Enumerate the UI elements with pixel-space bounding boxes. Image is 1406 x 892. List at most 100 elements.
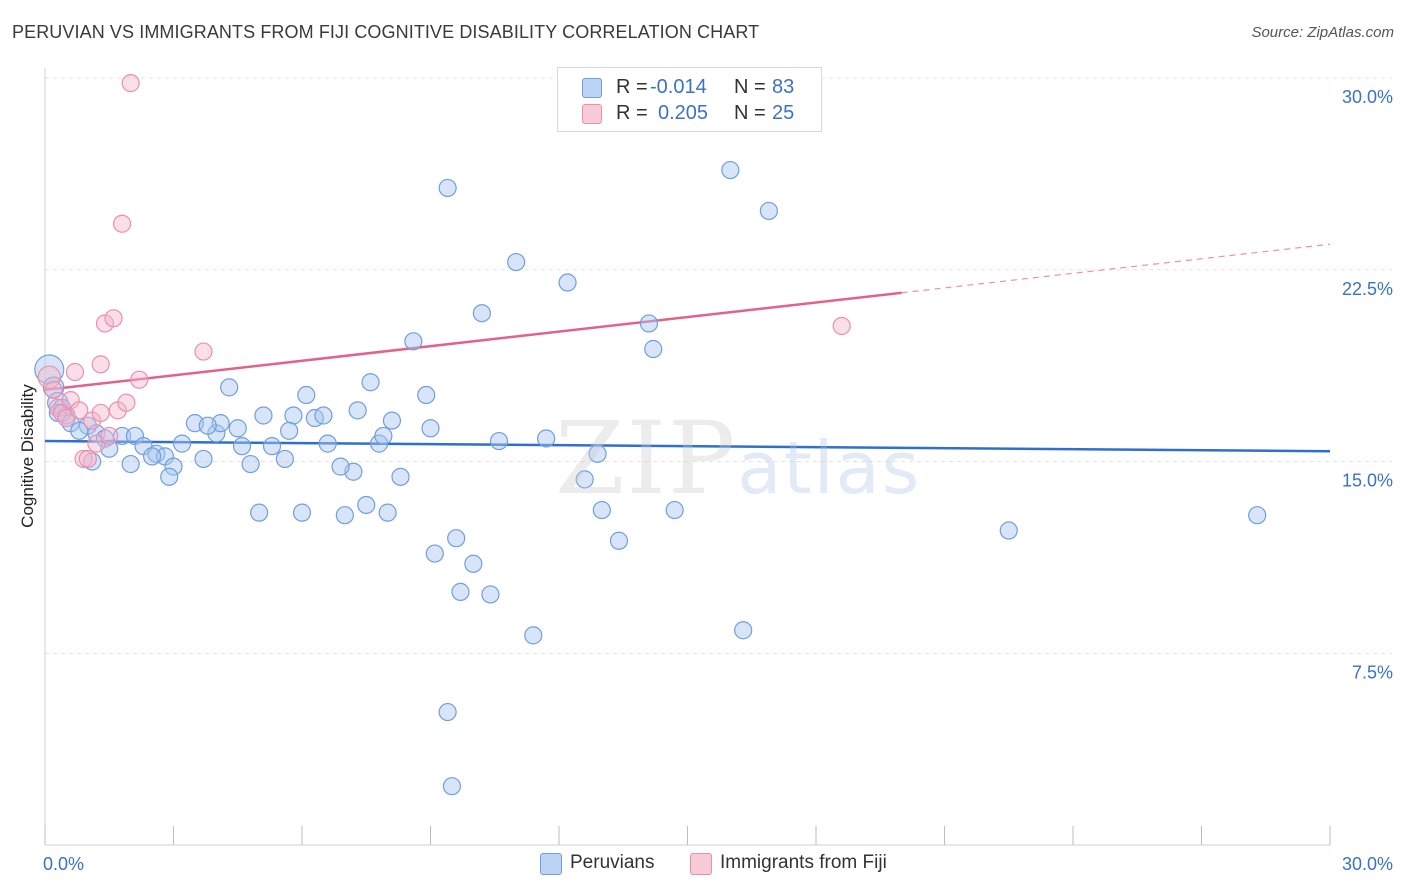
peruvian-point [524,626,543,645]
peruvian-point [404,332,423,351]
legend-r-value: -0.014 [650,76,707,98]
legend-swatch-blue [582,78,602,98]
fiji-point [194,342,213,361]
peruvian-point [425,544,444,563]
peruvian-point [999,521,1018,540]
peruvian-point [232,437,252,456]
legend-n-value: 83 [772,76,795,98]
peruvian-point [361,373,380,392]
peruvian-point [639,314,659,333]
peruvian-point [297,385,316,405]
peruvian-point [558,273,577,292]
fiji-point [37,365,61,389]
peruvian-point [254,406,273,425]
fiji-point [100,426,119,446]
peruvian-point [665,500,684,520]
source-credit: Source: ZipAtlas.com [1251,24,1394,41]
x-tick-label: 30.0% [1342,854,1393,874]
peruvian-point [250,503,269,522]
trend-line-dashed [901,243,1331,294]
watermark-atlas: atlas [737,426,922,510]
peruvian-point [160,467,179,486]
peruvian-point [172,434,192,453]
peruvian-point [335,506,354,525]
peruvian-point [507,252,526,272]
peruvian-point [357,495,376,515]
peruvian-point [292,503,312,522]
legend-swatch-pink [582,104,602,124]
peruvian-point [378,503,397,522]
peruvian-point [609,531,629,550]
fiji-point [74,449,93,469]
trend-lines [44,243,1331,453]
y-tick-label: 22.5% [1342,279,1393,299]
gridlines [45,77,1392,654]
peruvian-point [374,426,393,446]
peruvian-point [228,419,247,438]
peruvian-point [34,354,65,385]
peruvian-point [442,777,462,796]
peruvian-point [447,529,466,548]
correlation-legend: R = -0.014 N = 83 R = 0.205 N = 25 [557,67,822,132]
fiji-point [91,403,110,423]
peruvian-point [164,457,183,476]
peruvian-point [275,449,294,469]
y-tick-label: 7.5% [1352,662,1393,682]
fiji-point [104,309,123,328]
peruvian-point [70,421,89,440]
fiji-point [95,314,115,333]
fiji-point [44,380,63,400]
peruvian-point [284,406,303,425]
peruvian-point [194,449,213,469]
peruvian-point [575,470,594,489]
peruvian-point [348,401,367,420]
peruvian-point [112,426,132,446]
peruvian-point [734,621,753,640]
legend-n-label: N = [734,76,766,98]
y-axis-label: Cognitive Disability [18,384,37,528]
fiji-point [832,316,851,336]
fiji-point [117,393,136,412]
y-tick-label: 30.0% [1342,87,1393,107]
peruvian-point [318,434,337,453]
fiji-point [78,449,97,469]
peruvian-point [280,421,299,440]
peruvian-point [464,554,483,573]
peruvian-point [421,419,440,438]
legend-r-label: R = [616,76,648,98]
trend-line-solid [44,439,1331,453]
fiji-point [70,401,89,420]
peruvian-point [438,702,457,722]
y-tick-label: 15.0% [1342,471,1393,491]
axes [44,68,1331,846]
peruvian-point [262,437,282,456]
peruvian-point [48,403,67,423]
peruvian-point [241,454,260,474]
peruvian-point [142,447,162,466]
chart-title: PERUVIAN VS IMMIGRANTS FROM FIJI COGNITI… [12,22,760,42]
fiji-point [112,214,132,233]
peruvian-point [759,201,778,221]
peruvian-point [588,444,607,463]
watermark-zip: ZIP [555,400,738,517]
peruvian-point [391,467,410,486]
peruvian-point [721,160,740,180]
peruvian-point [472,304,491,323]
peruvian-point [331,457,350,476]
data-points [34,74,1267,796]
bottom-legend-swatch-pink [690,853,712,875]
peruvian-point [644,339,663,359]
legend-n-value: 25 [772,102,795,124]
legend-n-label: N = [734,102,766,124]
peruvian-point [1248,506,1267,525]
bottom-legend-label: Immigrants from Fiji [720,852,887,873]
x-tick-label: 0.0% [43,854,84,874]
peruvian-point [489,431,509,451]
peruvian-point [314,406,333,425]
tick-labels: 7.5% 15.0% 22.5% 30.0% 0.0% 30.0% [43,87,1393,874]
watermark: ZIPatlas [555,400,921,517]
peruvian-point [198,416,217,435]
peruvian-point [121,454,140,474]
fiji-point [91,355,110,374]
